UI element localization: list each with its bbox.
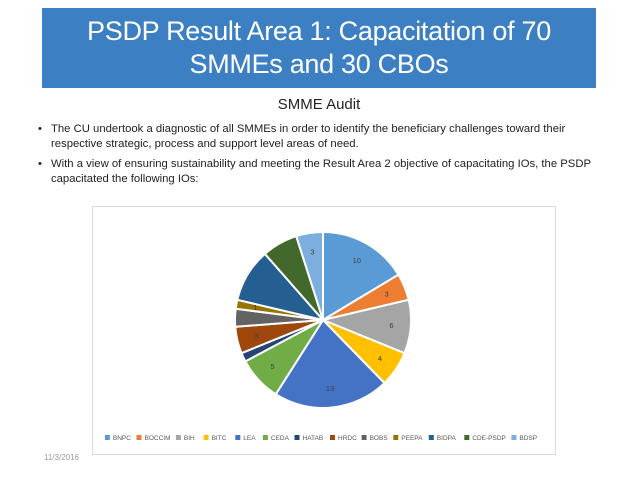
legend-label: BDSP (519, 435, 537, 442)
slide-subtitle: SMME Audit (277, 96, 361, 113)
pie-data-label: 4 (378, 354, 382, 363)
legend-label: BIDPA (437, 435, 457, 442)
legend-swatch (330, 435, 335, 440)
slide-date: 11/3/2016 (44, 453, 79, 462)
pie-slice-lea (274, 318, 386, 409)
legend-swatch (235, 435, 241, 440)
legend-label: BITC (212, 435, 227, 442)
pie-data-label: 3 (385, 290, 389, 299)
pie-slice-bnpc (322, 230, 400, 322)
bullet-glyph: • (38, 123, 42, 135)
legend-swatch (464, 435, 470, 440)
legend-label: CEDA (271, 435, 290, 442)
legend-label: HATAB (303, 435, 324, 442)
legend-label: LEA (243, 435, 256, 442)
legend-label: HRDC (338, 435, 357, 442)
pie-data-label: 3 (254, 331, 258, 340)
legend-swatch (428, 435, 434, 440)
legend-swatch (262, 435, 268, 440)
legend-swatch (136, 435, 142, 440)
pie-data-label: 5 (271, 362, 275, 371)
legend-label: CDE-PSDP (472, 435, 506, 442)
pie-data-label: 10 (353, 256, 361, 265)
pie-data-label: 1 (253, 303, 257, 312)
legend-swatch (511, 435, 517, 440)
bullet-text: The CU undertook a diagnostic of all SMM… (51, 123, 566, 150)
legend-label: BNPC (113, 435, 131, 442)
pie-data-label: 6 (389, 321, 393, 330)
chart-legend: BNPC BOCCIM BIH BITC LEA CEDA HATAB HRDC BOBS PEE… (104, 435, 537, 442)
legend-label: BOBS (370, 435, 389, 442)
legend-swatch (393, 435, 399, 440)
legend-swatch (203, 435, 209, 440)
legend-label: PEEPA (401, 435, 423, 442)
legend-swatch (104, 435, 110, 440)
slide-title-line1: PSDP Result Area 1: Capacitation of 70 (87, 16, 551, 46)
legend-swatch (294, 435, 300, 440)
legend-swatch (175, 435, 181, 440)
pie-data-label: 1 (259, 345, 263, 354)
legend-label: BOCCIM (145, 435, 171, 442)
pie-slice-bdsp (294, 230, 324, 321)
legend-swatch (361, 435, 367, 440)
bullet-glyph: • (38, 158, 42, 170)
bullet-item: • The CU undertook a diagnostic of all S… (38, 122, 598, 152)
bullet-list: • The CU undertook a diagnostic of all S… (38, 122, 598, 192)
bullet-item: • With a view of ensuring sustainability… (38, 157, 598, 187)
pie-slices (234, 230, 412, 409)
slide-title: PSDP Result Area 1: Capacitation of 70 S… (42, 8, 596, 88)
slide-title-line2: SMMEs and 30 CBOs (189, 49, 449, 79)
legend-label: BIH (184, 435, 195, 442)
pie-data-label: 13 (326, 384, 334, 393)
chart-container: 10 3 6 4 13 5 1 3 1 3 BNPC BOCCIM BIH BITC LEA CEDA HAT… (92, 206, 556, 455)
pie-data-label: 3 (310, 248, 314, 257)
bullet-text: With a view of ensuring sustainability a… (51, 158, 591, 185)
